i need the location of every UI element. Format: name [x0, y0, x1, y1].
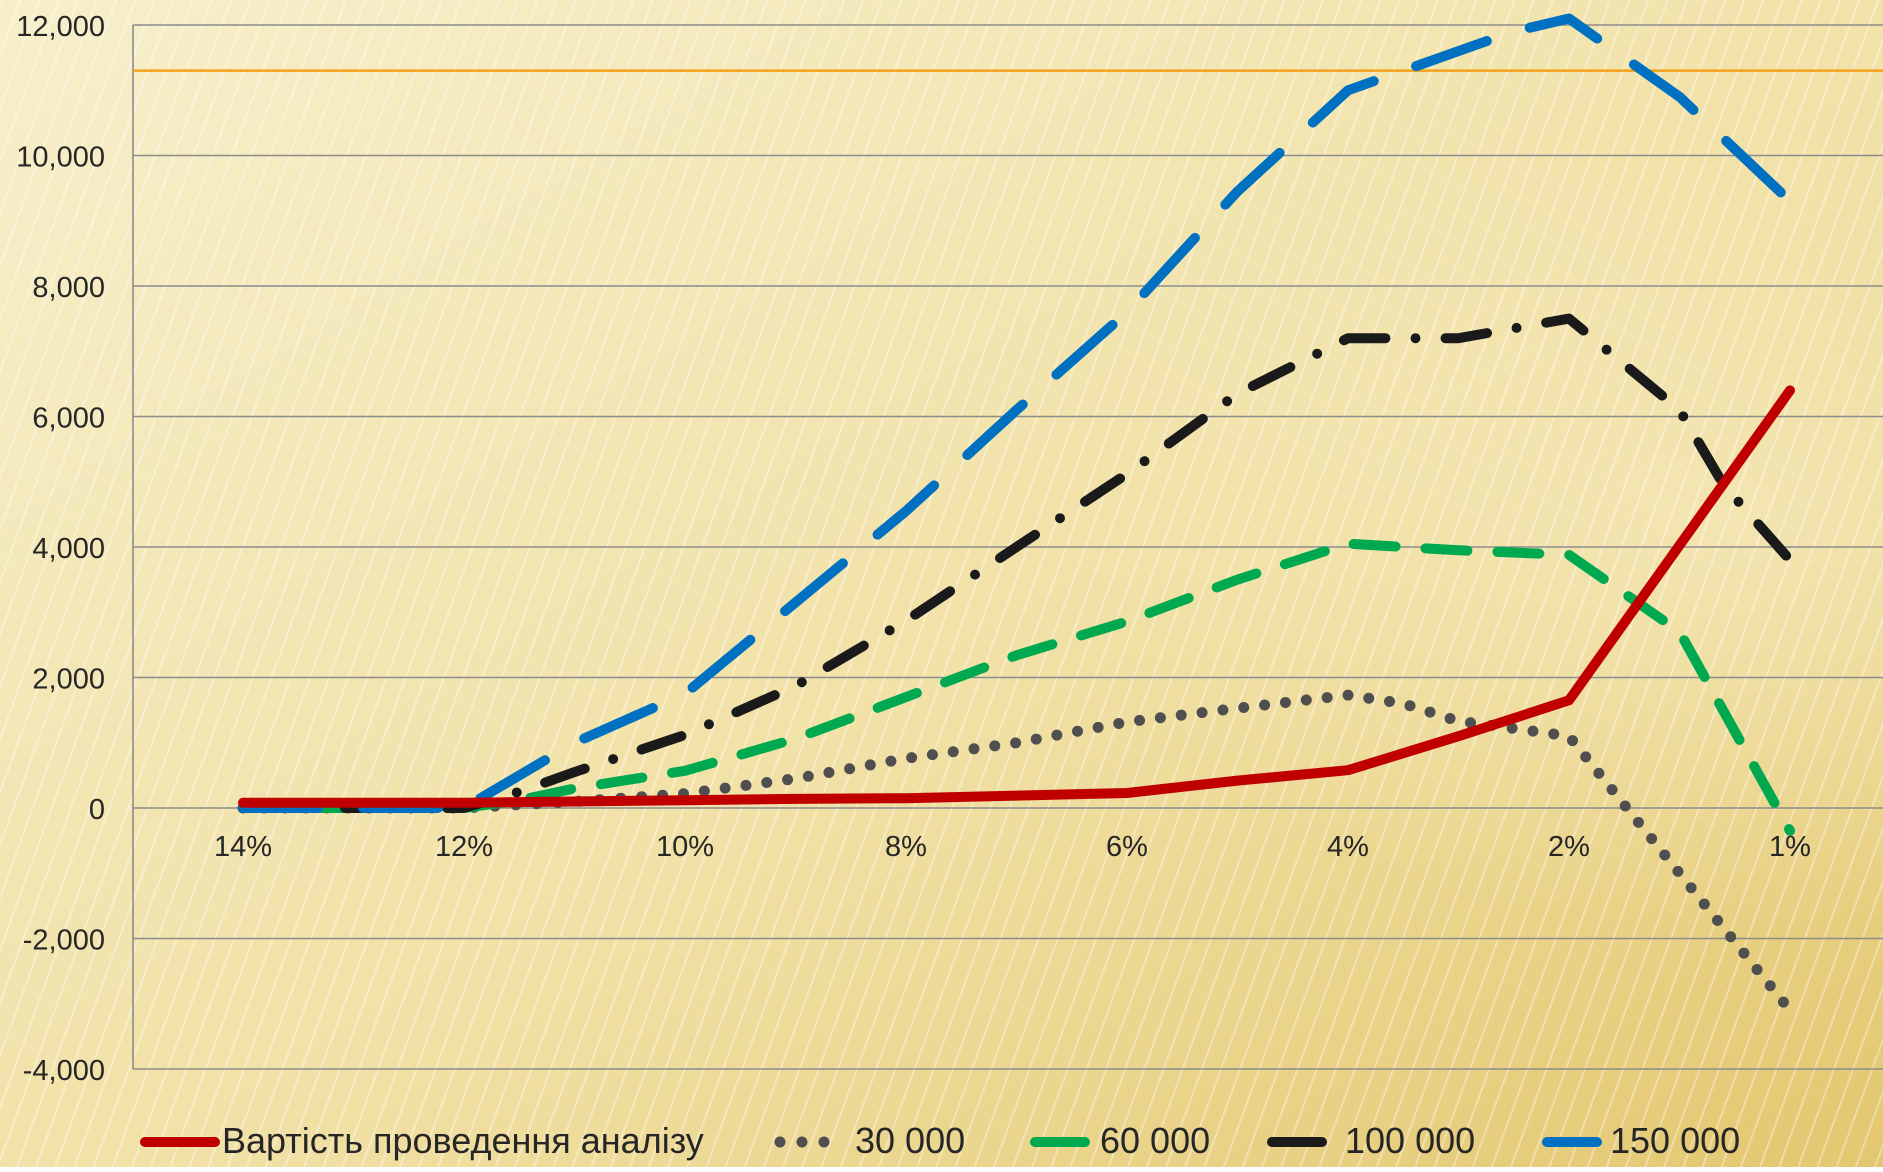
y-tick-label: -2,000 [23, 925, 105, 957]
y-tick-label: 12,000 [16, 11, 105, 43]
x-tick-label: 8% [885, 831, 927, 863]
legend-label: 100 000 [1345, 1120, 1475, 1161]
y-tick-label: 2,000 [32, 664, 105, 696]
y-tick-label: 10,000 [16, 142, 105, 174]
legend-label: 150 000 [1610, 1120, 1740, 1161]
x-tick-label: 6% [1106, 831, 1148, 863]
x-tick-label: 14% [214, 831, 272, 863]
x-axis-tick-labels: 14% 12% 10% 8% 6% 4% 2% 1% [214, 831, 1811, 863]
legend: Вартість проведення аналізу 30 000 60 000 1… [140, 1120, 1740, 1161]
y-tick-label: 0 [89, 794, 105, 826]
legend-label: 60 000 [1100, 1120, 1210, 1161]
legend-label: 30 000 [855, 1120, 965, 1161]
series-line-100000 [238, 313, 1795, 813]
series-line-150000 [238, 13, 1795, 813]
x-tick-label: 10% [656, 831, 714, 863]
y-tick-label: 4,000 [32, 533, 105, 565]
y-tick-label: 8,000 [32, 272, 105, 304]
x-tick-label: 4% [1327, 831, 1369, 863]
y-axis-tick-labels: 12,000 10,000 8,000 6,000 4,000 2,000 0 -2,000 -… [16, 11, 105, 1087]
y-tick-label: -4,000 [23, 1055, 105, 1087]
y-tick-label: 6,000 [32, 403, 105, 435]
x-tick-label: 2% [1548, 831, 1590, 863]
gridlines [132, 24, 1883, 1070]
x-tick-label: 1% [1769, 831, 1811, 863]
series-line-analysis-cost [238, 385, 1795, 808]
series-lines [237, 13, 1796, 1016]
legend-label: Вартість проведення аналізу [222, 1120, 704, 1161]
x-tick-label: 12% [435, 831, 493, 863]
